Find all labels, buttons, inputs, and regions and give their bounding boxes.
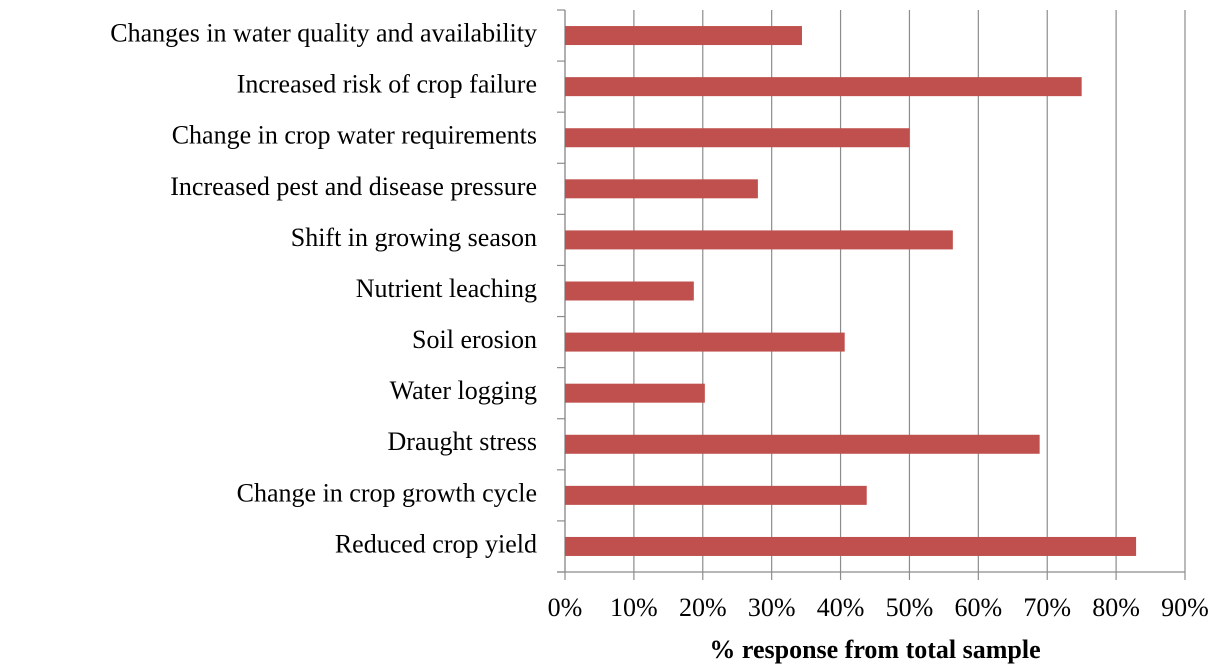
bar xyxy=(565,536,1137,556)
bar xyxy=(565,332,845,352)
y-tick-label: Increased risk of crop failure xyxy=(237,70,537,99)
x-tick-label: 0% xyxy=(548,593,583,622)
bar xyxy=(565,128,910,148)
y-tick-label: Change in crop growth cycle xyxy=(237,478,537,507)
x-tick-label: 50% xyxy=(886,593,934,622)
bar xyxy=(565,485,867,505)
x-tick-label: 80% xyxy=(1092,593,1140,622)
x-tick-label: 90% xyxy=(1161,593,1209,622)
bar xyxy=(565,230,953,250)
y-tick-label: Reduced crop yield xyxy=(335,529,537,558)
x-axis-title: % response from total sample xyxy=(709,635,1040,664)
y-tick-label: Soil erosion xyxy=(412,325,537,354)
bar xyxy=(565,281,694,301)
bar xyxy=(565,26,802,46)
y-tick-label: Changes in water quality and availabilit… xyxy=(110,19,537,48)
y-tick-label: Change in crop water requirements xyxy=(172,121,537,150)
x-tick-label: 60% xyxy=(954,593,1002,622)
y-tick-label: Increased pest and disease pressure xyxy=(170,172,537,201)
x-tick-label: 10% xyxy=(610,593,658,622)
bar xyxy=(565,77,1082,97)
x-tick-label: 30% xyxy=(748,593,796,622)
y-tick-label: Shift in growing season xyxy=(291,223,537,252)
x-tick-label: 70% xyxy=(1023,593,1071,622)
y-tick-label: Water logging xyxy=(390,376,537,405)
x-tick-label: 40% xyxy=(817,593,865,622)
y-tick-label: Nutrient leaching xyxy=(356,274,537,303)
bar xyxy=(565,434,1040,454)
bar xyxy=(565,383,705,403)
bar xyxy=(565,179,758,199)
x-tick-label: 20% xyxy=(679,593,727,622)
y-tick-label: Draught stress xyxy=(388,427,537,456)
